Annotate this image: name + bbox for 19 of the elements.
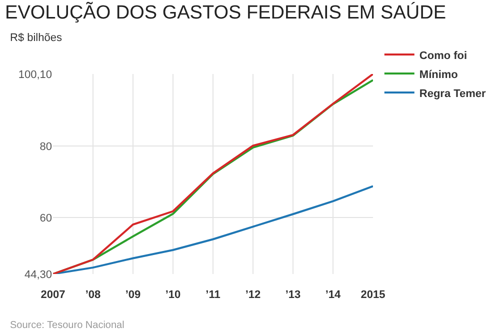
x-tick-label: ’14 (325, 289, 342, 301)
legend-label: Regra Temer (419, 88, 487, 100)
x-tick-label: ’08 (85, 289, 101, 301)
x-tick-label: ’12 (245, 289, 261, 301)
x-tick-label: ’10 (165, 289, 181, 301)
x-tick-label: ’09 (125, 289, 141, 301)
y-tick-label: 60 (40, 212, 52, 225)
y-axis-title: R$ bilhões (10, 32, 62, 44)
source-note: Source: Tesouro Nacional (10, 320, 124, 331)
y-tick-label: 80 (40, 140, 52, 153)
y-tick-label: 44,30 (24, 268, 52, 281)
legend-label: Como foi (419, 50, 468, 62)
x-tick-label: ’11 (206, 289, 220, 301)
chart-title: EVOLUÇÃO DOS GASTOS FEDERAIS EM SAÚDE (5, 1, 446, 24)
x-tick-label: ’13 (285, 289, 301, 301)
y-tick-label: 100,10 (18, 68, 52, 81)
x-tick-label: 2007 (40, 289, 66, 301)
legend-label: Mínimo (419, 68, 458, 81)
x-tick-label: 2015 (360, 289, 386, 301)
